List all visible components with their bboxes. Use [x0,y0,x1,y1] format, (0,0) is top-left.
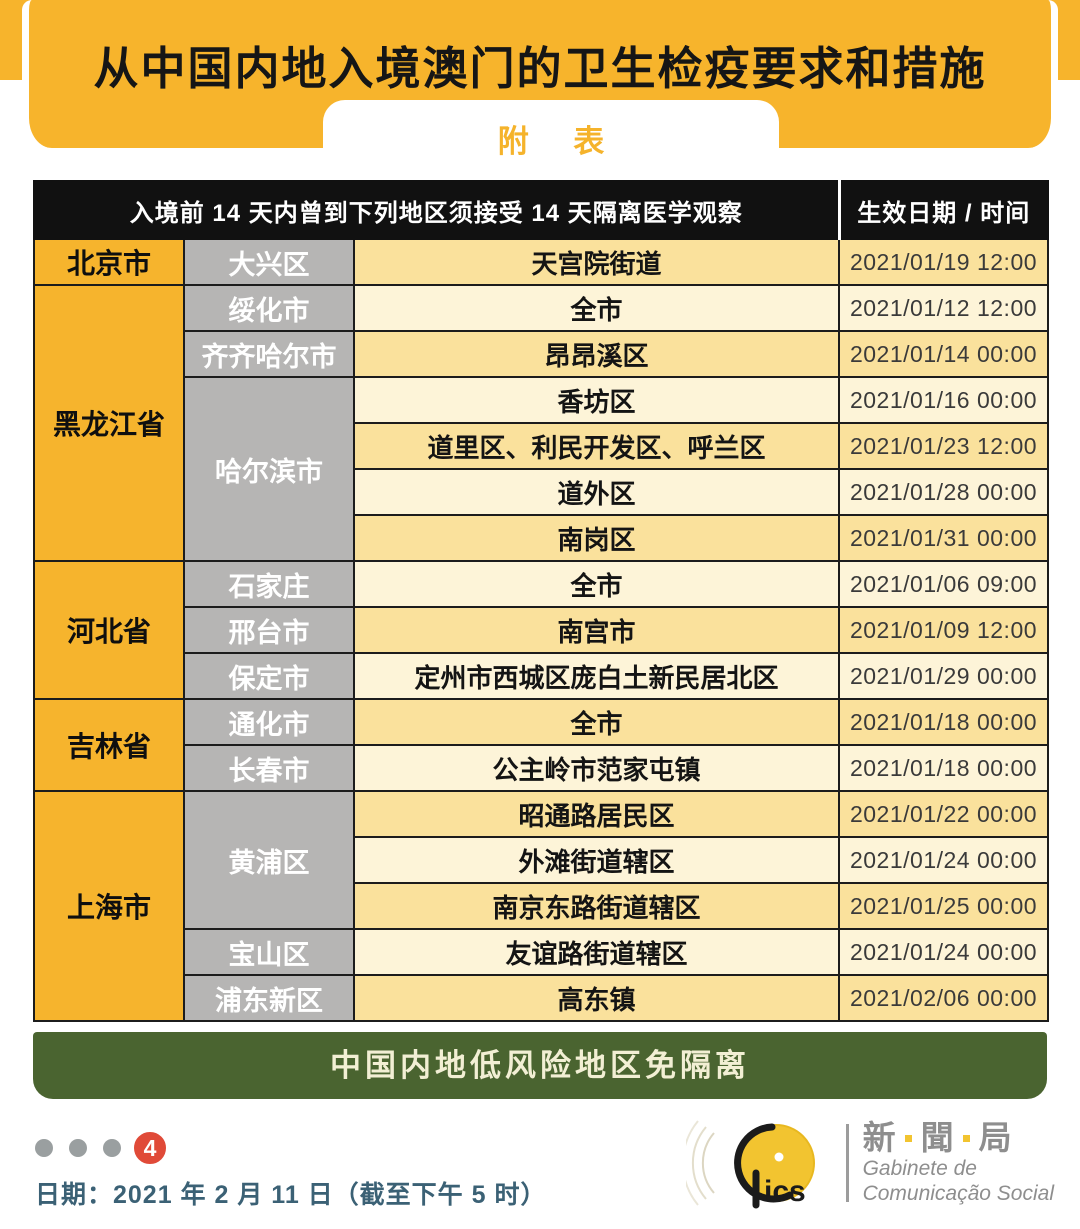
city-cell: 石家庄 [183,560,355,608]
area-cell: 外滩街道辖区 [353,836,840,884]
area-cell: 友谊路街道辖区 [353,928,840,976]
table-row: 南岗区 2021/01/31 00:00 [34,514,1049,562]
effective-date-cell: 2021/01/06 09:00 [838,560,1049,608]
appendix-tab-label: 附 表 [497,124,623,159]
effective-date-cell: 2021/01/18 00:00 [838,744,1049,792]
yellow-square-icon [962,1134,970,1142]
quarantine-table: 入境前 14 天内曾到下列地区须接受 14 天隔离医学观察 生效日期 / 时间 … [33,180,1049,1022]
effective-date-cell: 2021/01/19 12:00 [838,238,1049,286]
table-row: 道外区 2021/01/28 00:00 [34,468,1049,516]
page-dot [103,1139,121,1157]
effective-date-cell: 2021/01/24 00:00 [838,836,1049,884]
gcs-logo: ics 新 聞 局 Gabinete de Comunicação Social [685,1113,1054,1213]
effective-date-cell: 2021/01/09 12:00 [838,606,1049,654]
city-cell: 大兴区 [183,238,355,286]
province-cell: 吉林省 [33,698,185,792]
area-cell: 道外区 [353,468,840,516]
logo-cjk-char: 新 [862,1119,896,1156]
effective-date-cell: 2021/01/12 12:00 [838,284,1049,332]
province-cell: 河北省 [33,560,185,700]
table-row: 上海市 黄浦区 昭通路居民区 2021/01/22 00:00 [33,790,1049,1022]
effective-date-cell: 2021/01/16 00:00 [838,376,1049,424]
city-cell: 绥化市 [183,284,355,332]
area-cell: 南宫市 [353,606,840,654]
city-cell: 通化市 [183,698,355,746]
city-cell: 长春市 [183,744,355,792]
table-row: 齐齐哈尔市 昂昂溪区 2021/01/14 00:00 [34,330,1049,378]
effective-date-cell: 2021/01/24 00:00 [838,928,1049,976]
gcs-logo-mark-icon: ics [685,1120,815,1209]
page-dot [35,1139,53,1157]
page-number-badge: 4 [131,1129,169,1167]
city-cell: 宝山区 [183,928,355,976]
table-row: 河北省 石家庄 全市 2021/01/06 09:00 [33,560,1049,700]
city-cell: 保定市 [183,652,355,700]
table-row: 保定市 定州市西城区庞白土新民居北区 2021/01/29 00:00 [34,652,1049,700]
logo-text: 新 聞 局 Gabinete de Comunicação Social [863,1120,1054,1206]
effective-date-cell: 2021/01/18 00:00 [838,698,1049,746]
footer: 4 日期：2021 年 2 月 11 日（截至下午 5 时） ics 新 聞 [0,1099,1080,1229]
province-cell: 上海市 [33,790,185,1022]
table-row: 宝山区 友谊路街道辖区 2021/01/24 00:00 [34,928,1049,976]
logo-latin-line2: Comunicação Social [862,1182,1054,1205]
area-cell: 香坊区 [353,376,840,424]
appendix-tab: 附 表 [323,100,779,180]
page-dot [69,1139,87,1157]
low-risk-banner: 中国内地低风险地区免隔离 [33,1032,1047,1099]
pagination-dots: 4 [35,1129,169,1167]
effective-date-cell: 2021/01/28 00:00 [838,468,1049,516]
effective-date-cell: 2021/01/25 00:00 [838,882,1049,930]
province-cell: 黑龙江省 [33,284,185,562]
table-row: 黑龙江省 绥化市 全市 2021/01/12 12:00 [33,284,1049,562]
table-row: 外滩街道辖区 2021/01/24 00:00 [34,836,1049,884]
city-cell: 哈尔滨市 [183,376,355,562]
logo-latin-line1: Gabinete de [862,1157,977,1180]
province-cell: 北京市 [33,238,185,286]
yellow-square-icon [904,1134,912,1142]
table-row: 吉林省 通化市 全市 2021/01/18 00:00 [33,698,1049,792]
title-banner: 从中国内地入境澳门的卫生检疫要求和措施 附 表 [0,0,1080,180]
table-header-main: 入境前 14 天内曾到下列地区须接受 14 天隔离医学观察 [33,180,840,240]
effective-date-cell: 2021/01/22 00:00 [838,790,1049,838]
logo-cjk-char: 聞 [920,1119,954,1156]
table-row: 北京市 大兴区 天宫院街道 2021/01/19 12:00 [33,238,1049,286]
area-cell: 道里区、利民开发区、呼兰区 [353,422,840,470]
table-header-row: 入境前 14 天内曾到下列地区须接受 14 天隔离医学观察 生效日期 / 时间 [33,180,1049,240]
page-title: 从中国内地入境澳门的卫生检疫要求和措施 [93,43,987,94]
logo-cjk-row: 新 聞 局 [863,1120,1054,1156]
area-cell: 全市 [353,560,840,608]
area-cell: 南岗区 [353,514,840,562]
effective-date-cell: 2021/02/06 00:00 [838,974,1049,1022]
area-cell: 天宫院街道 [353,238,840,286]
city-cell: 齐齐哈尔市 [183,330,355,378]
table-header-date: 生效日期 / 时间 [837,180,1049,240]
table-row: 哈尔滨市 香坊区 2021/01/16 00:00 [34,376,1049,562]
effective-date-cell: 2021/01/29 00:00 [838,652,1049,700]
banner-main: 从中国内地入境澳门的卫生检疫要求和措施 [22,0,1058,148]
area-cell: 昭通路居民区 [353,790,840,838]
area-cell: 高东镇 [353,974,840,1022]
effective-date-cell: 2021/01/14 00:00 [838,330,1049,378]
area-cell: 全市 [353,698,840,746]
table-row: 邢台市 南宫市 2021/01/09 12:00 [34,606,1049,654]
effective-date-cell: 2021/01/31 00:00 [838,514,1049,562]
effective-date-cell: 2021/01/23 12:00 [838,422,1049,470]
footer-date: 日期：2021 年 2 月 11 日（截至下午 5 时） [35,1181,547,1209]
city-cell: 邢台市 [183,606,355,654]
table-row: 道里区、利民开发区、呼兰区 2021/01/23 12:00 [34,422,1049,470]
logo-cjk-char: 局 [978,1119,1012,1156]
table-row: 浦东新区 高东镇 2021/02/06 00:00 [34,974,1049,1022]
city-cell: 黄浦区 [183,790,355,930]
area-cell: 昂昂溪区 [353,330,840,378]
logo-divider [845,1124,849,1202]
area-cell: 南京东路街道辖区 [353,882,840,930]
area-cell: 全市 [353,284,840,332]
table-row: 南京东路街道辖区 2021/01/25 00:00 [34,882,1049,930]
area-cell: 定州市西城区庞白土新民居北区 [353,652,840,700]
table-row: 长春市 公主岭市范家屯镇 2021/01/18 00:00 [34,744,1049,792]
city-cell: 浦东新区 [183,974,355,1022]
svg-text:ics: ics [764,1175,806,1208]
area-cell: 公主岭市范家屯镇 [353,744,840,792]
